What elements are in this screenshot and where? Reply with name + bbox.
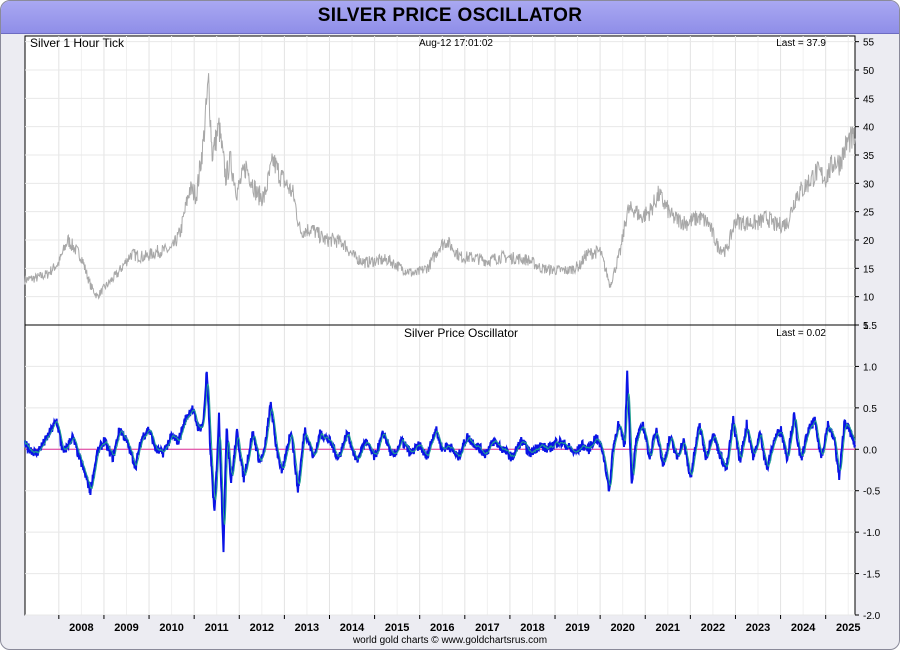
title-bar: SILVER PRICE OSCILLATOR <box>1 1 899 34</box>
price-y-tick-label: 20 <box>863 236 875 247</box>
x-tick-label: 2008 <box>69 622 93 634</box>
oscillator-signal-line <box>24 383 856 525</box>
price-series-layer <box>24 73 856 300</box>
x-tick-label: 2013 <box>295 622 319 634</box>
oscillator-title: Silver Price Oscillator <box>404 326 518 340</box>
x-tick-label: 2017 <box>475 622 499 634</box>
timestamp-label: Aug-12 17:01:02 <box>419 38 493 49</box>
x-tick-label: 2009 <box>114 622 138 634</box>
oscillator-y-tick-label: 0.5 <box>863 404 877 415</box>
x-tick-label: 2012 <box>250 622 274 634</box>
oscillator-y-tick-label: -1.5 <box>863 570 881 581</box>
x-tick-label: 2019 <box>565 622 589 634</box>
price-y-tick-label: 5 <box>863 321 869 332</box>
price-y-tick-label: 15 <box>863 264 875 275</box>
price-last-label: Last = 37.9 <box>776 38 826 49</box>
x-tick-label: 2022 <box>701 622 725 634</box>
oscillator-y-tick-label: -0.5 <box>863 487 881 498</box>
x-tick-label: 2018 <box>520 622 544 634</box>
x-tick-label: 2015 <box>385 622 409 634</box>
price-y-tick-label: 30 <box>863 179 875 190</box>
x-tick-label: 2010 <box>159 622 183 634</box>
price-series-label: Silver 1 Hour Tick <box>30 36 125 50</box>
price-y-tick-label: 50 <box>863 66 875 77</box>
x-tick-label: 2021 <box>656 622 680 634</box>
axis-layer: 2008 2009 2010 2011 2012 2013 2014 2015 2016 2017… <box>58 38 881 634</box>
price-series-line <box>24 73 856 300</box>
x-tick-label: 2023 <box>746 622 770 634</box>
price-y-tick-label: 45 <box>863 94 875 105</box>
x-tick-label: 2011 <box>205 622 229 634</box>
price-y-tick-label: 35 <box>863 151 875 162</box>
x-tick-label: 2024 <box>791 622 816 634</box>
x-tick-label: 2020 <box>610 622 634 634</box>
oscillator-y-tick-label: 1.5 <box>863 321 877 332</box>
price-y-tick-label: 25 <box>863 208 875 219</box>
oscillator-series-layer <box>24 370 856 553</box>
price-y-tick-label: 40 <box>863 123 875 134</box>
oscillator-y-tick-label: 1.0 <box>863 362 877 373</box>
footer-credit: world gold charts © www.goldchartsrus.co… <box>352 635 547 646</box>
oscillator-last-label: Last = 0.02 <box>776 328 826 339</box>
oscillator-y-tick-label: -1.0 <box>863 528 881 539</box>
x-tick-label: 2025 <box>836 622 860 634</box>
page-title: SILVER PRICE OSCILLATOR <box>317 5 583 26</box>
oscillator-y-tick-label: -2.0 <box>863 611 881 622</box>
price-y-tick-label: 10 <box>863 293 875 304</box>
price-y-tick-label: 55 <box>863 38 875 49</box>
x-tick-label: 2016 <box>430 622 454 634</box>
x-tick-label: 2014 <box>340 622 365 634</box>
oscillator-y-tick-label: 0.0 <box>863 445 877 456</box>
